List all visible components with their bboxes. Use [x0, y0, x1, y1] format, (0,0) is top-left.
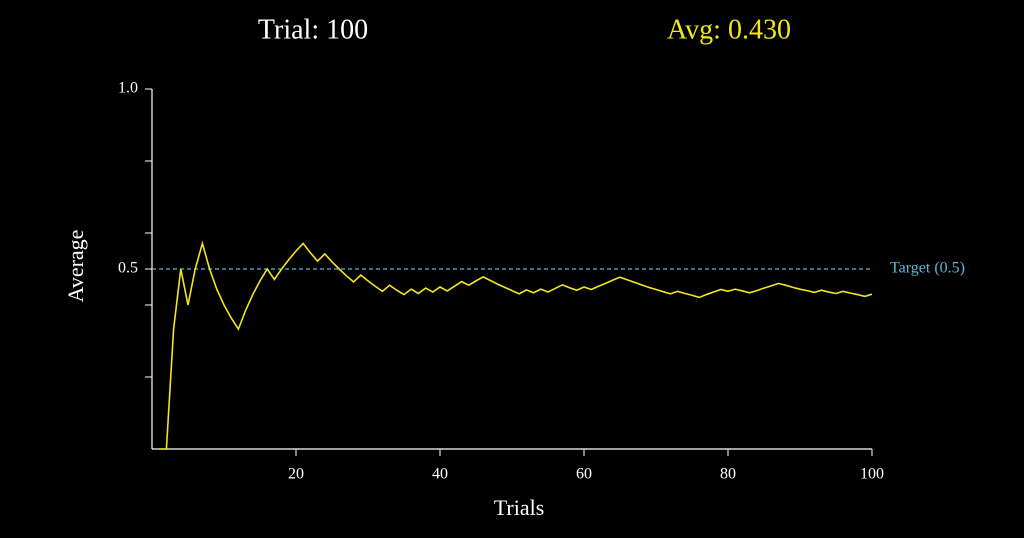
average-line	[159, 240, 873, 450]
average-display: Avg: 0.430	[667, 14, 791, 45]
x-tick-label: 100	[860, 466, 884, 483]
x-tick-label: 20	[288, 466, 304, 483]
trial-counter: Trial: 100	[258, 14, 368, 45]
x-axis-label: Trials	[494, 495, 545, 520]
target-label: Target (0.5)	[890, 260, 965, 277]
x-tick-label: 40	[432, 466, 448, 483]
x-tick-label: 80	[720, 466, 736, 483]
y-tick-label: 0.5	[118, 260, 138, 277]
y-tick-label: 1.0	[118, 80, 138, 97]
x-tick-label: 60	[576, 466, 592, 483]
y-axis-label: Average	[63, 230, 88, 303]
